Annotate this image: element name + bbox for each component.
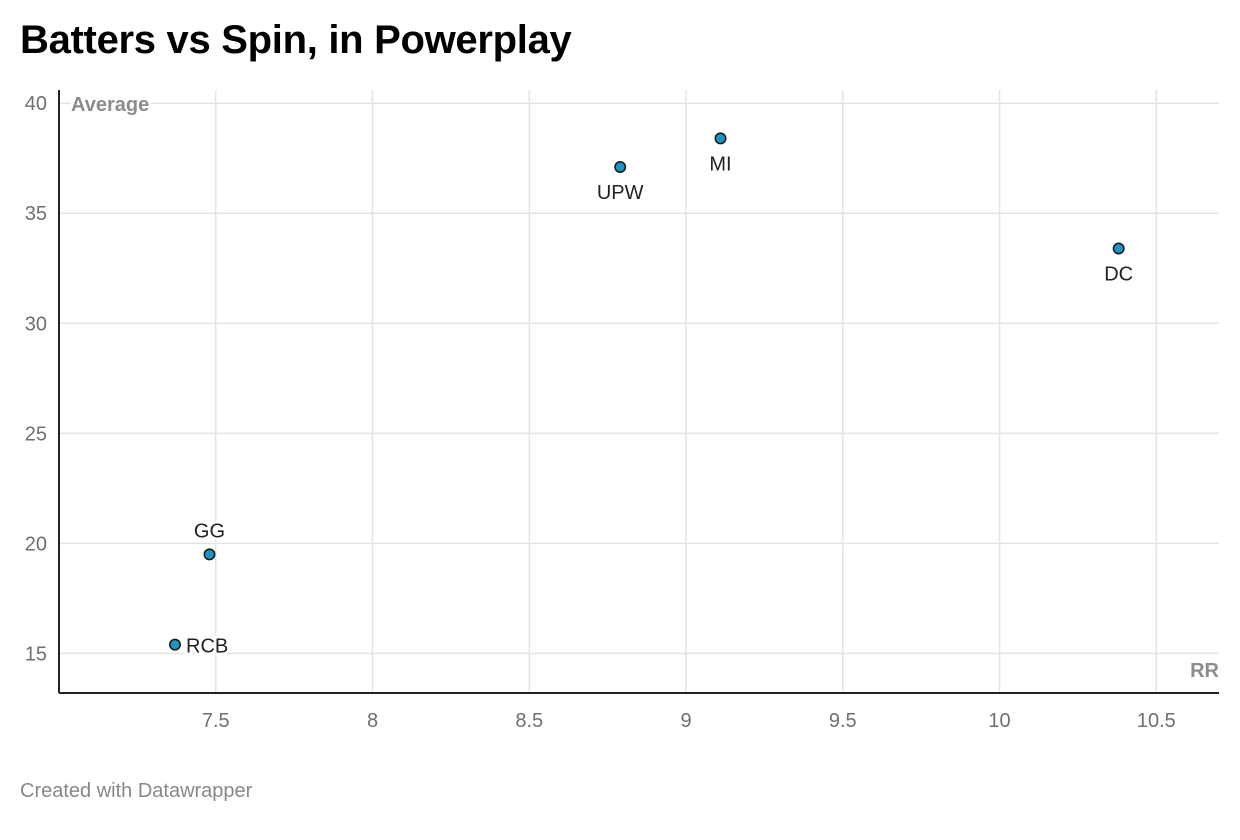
x-tick-label: 8 [367,710,378,732]
x-tick-label: 10 [988,710,1010,732]
y-axis-title: Average [71,94,149,116]
x-tick-label: 7.5 [202,710,230,732]
data-label-dc: DC [1104,263,1133,285]
y-tick-label: 25 [25,423,47,445]
data-points [169,132,1125,651]
grid-lines [59,90,1219,693]
axes [58,90,1219,694]
data-label-rcb: RCB [186,636,228,658]
data-point-dc [1112,242,1125,255]
tick-labels: 15 20 25 30 35 40 7.5 8 8.5 9 9.5 10 10.5 [25,93,1176,732]
x-tick-label: 10.5 [1137,710,1176,732]
y-tick-label: 20 [25,533,47,555]
y-tick-label: 35 [25,203,47,225]
axis-titles: Average RR [68,91,1223,685]
footer-credit: Created with Datawrapper [20,780,253,802]
data-point-mi [714,132,727,145]
data-label-mi: MI [709,153,731,175]
y-tick-label: 15 [25,643,47,665]
x-tick-label: 8.5 [515,710,543,732]
y-tick-label: 40 [25,93,47,115]
x-axis-title: RR [1190,660,1219,682]
x-tick-label: 9.5 [829,710,857,732]
x-tick-label: 9 [680,710,691,732]
data-label-gg: GG [194,520,225,542]
data-labels: MI UPW DC GG RCB [184,151,1136,660]
data-point-gg [203,548,216,561]
data-point-rcb [169,638,182,651]
y-tick-label: 30 [25,313,47,335]
data-point-upw [614,161,627,174]
data-label-upw: UPW [597,182,644,204]
chart-title: Batters vs Spin, in Powerplay [20,18,572,62]
